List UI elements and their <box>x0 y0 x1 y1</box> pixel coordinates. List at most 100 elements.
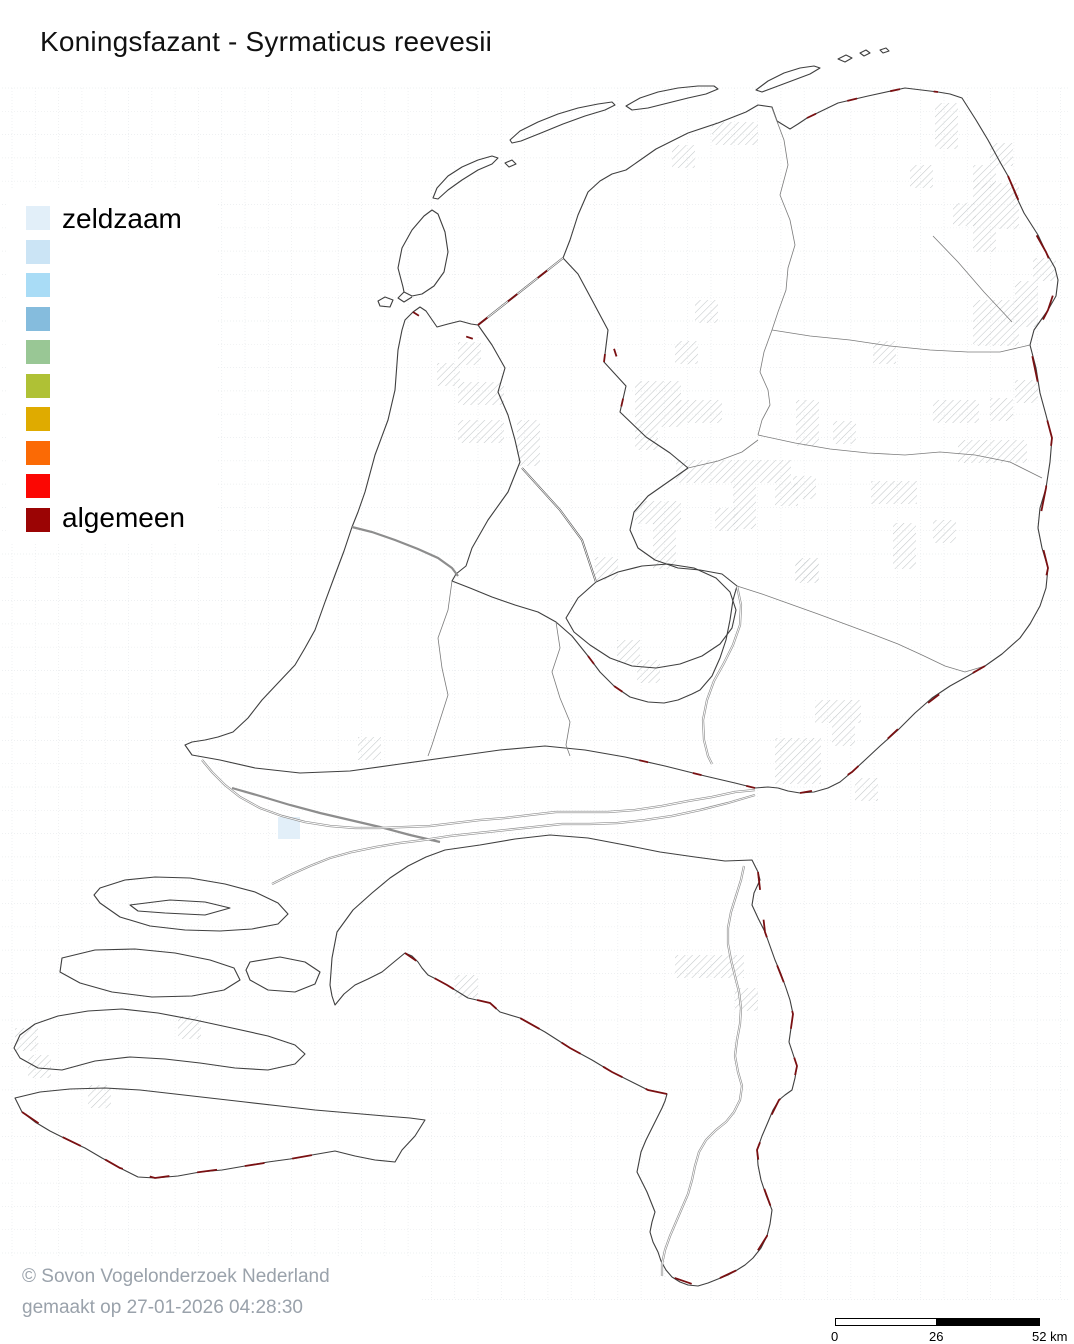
hatched-atlas-square <box>973 183 996 206</box>
legend-swatch-level-4 <box>26 306 50 331</box>
copyright-text: © Sovon Vogelonderzoek Nederland <box>22 1266 330 1288</box>
legend-swatch-level-1 <box>26 206 50 230</box>
hatched-atlas-square <box>871 481 894 504</box>
hatched-atlas-square <box>796 400 819 423</box>
hatched-atlas-square <box>715 508 738 531</box>
hatched-atlas-square <box>775 761 798 784</box>
page-title: Koningsfazant - Syrmaticus reevesii <box>40 26 499 58</box>
legend-swatch-level-2 <box>26 239 50 264</box>
hatched-atlas-square <box>990 143 1013 166</box>
hatched-atlas-square <box>635 404 658 427</box>
generated-timestamp: gemaakt op 27-01-2026 04:28:30 <box>22 1297 303 1319</box>
hatched-atlas-square <box>815 700 838 723</box>
legend-swatch-level-10 <box>26 507 50 532</box>
hatched-atlas-square <box>481 420 504 443</box>
hatched-atlas-square <box>990 398 1013 421</box>
scalebar-label-mid: 26 <box>929 1329 944 1344</box>
dike-core-lines <box>477 257 597 583</box>
hatched-atlas-square <box>455 975 478 998</box>
national-border-accents <box>21 87 1059 1287</box>
hatched-atlas-square <box>996 300 1019 323</box>
hatched-atlas-square <box>637 660 660 683</box>
province-borders <box>427 107 1043 757</box>
hatched-atlas-square <box>1015 380 1038 403</box>
legend-swatch-level-8 <box>26 440 50 465</box>
hatched-atlas-square <box>996 323 1019 346</box>
scalebar-label-end: 52 km <box>1032 1329 1068 1344</box>
hatched-atlas-square <box>635 381 658 404</box>
observation-cell <box>278 817 300 839</box>
hatched-atlas-square <box>695 300 718 323</box>
scalebar-label-start: 0 <box>831 1329 839 1344</box>
hatched-atlas-square <box>838 700 861 723</box>
legend-swatch-level-3 <box>26 273 50 297</box>
hatched-atlas-square <box>458 342 481 365</box>
hatched-atlas-square <box>653 523 676 546</box>
hatched-atlas-square <box>894 481 917 504</box>
hatched-atlas-square <box>973 300 996 323</box>
hatched-atlas-square <box>973 165 996 188</box>
hatched-atlas-square <box>953 203 976 226</box>
hatched-atlas-square <box>893 546 916 569</box>
hatched-atlas-square <box>676 460 699 483</box>
hatched-atlas-square <box>775 738 798 761</box>
hatched-atlas-square <box>768 460 791 483</box>
hatched-atlas-squares <box>15 103 1056 1108</box>
hatched-atlas-square <box>517 443 540 466</box>
hatched-atlas-square <box>1015 304 1038 327</box>
legend-label-common: algemeen <box>58 503 189 533</box>
hatched-atlas-square <box>15 1028 38 1051</box>
hatched-atlas-square <box>873 341 896 364</box>
hatched-atlas-square <box>653 546 676 569</box>
hatched-atlas-square <box>358 737 381 760</box>
hatched-atlas-square <box>733 506 756 529</box>
legend-swatch-level-6 <box>26 373 50 398</box>
hatched-atlas-square <box>973 229 996 252</box>
hatched-atlas-square <box>676 400 699 423</box>
river-core-lines <box>201 585 756 1276</box>
legend-swatch-level-9 <box>26 474 50 498</box>
hatched-atlas-square <box>699 400 722 423</box>
hatched-atlas-square <box>617 640 640 663</box>
observation-cells <box>278 817 300 839</box>
hatched-atlas-square <box>699 460 722 483</box>
hatched-atlas-square <box>935 126 958 149</box>
hatched-atlas-square <box>178 1016 201 1039</box>
hatched-atlas-square <box>595 557 618 580</box>
hatched-atlas-square <box>996 206 1019 229</box>
hatched-atlas-square <box>798 761 821 784</box>
hatched-atlas-square <box>973 323 996 346</box>
hatched-atlas-square <box>793 476 816 499</box>
hatched-atlas-square <box>658 381 681 404</box>
hatched-atlas-square <box>935 103 958 126</box>
hatched-atlas-square <box>733 483 756 506</box>
hatched-atlas-square <box>88 1085 111 1108</box>
hatched-atlas-square <box>795 560 818 583</box>
hatched-atlas-square <box>517 420 540 443</box>
hatched-atlas-square <box>675 955 698 978</box>
hatched-atlas-square <box>933 400 956 423</box>
hatched-atlas-square <box>722 460 745 483</box>
hatched-atlas-square <box>437 363 460 386</box>
hatched-atlas-square <box>698 955 721 978</box>
hatched-atlas-square <box>1004 440 1027 463</box>
hatched-atlas-square <box>855 778 878 801</box>
hatched-atlas-square <box>775 483 798 506</box>
hatched-atlas-square <box>798 738 821 761</box>
hatched-atlas-square <box>28 1055 51 1078</box>
hatched-atlas-square <box>796 423 819 446</box>
legend-swatch-level-7 <box>26 407 50 431</box>
scalebar-segment-second <box>937 1318 1040 1326</box>
hatched-atlas-square <box>910 165 933 188</box>
hatched-atlas-square <box>956 400 979 423</box>
scalebar-segment-first <box>835 1318 937 1326</box>
hatched-atlas-square <box>635 501 658 524</box>
hatched-atlas-square <box>458 382 481 405</box>
hatched-atlas-square <box>672 145 695 168</box>
hatched-atlas-square <box>981 440 1004 463</box>
hatched-atlas-square <box>635 427 658 450</box>
hatched-atlas-square <box>481 382 504 405</box>
hatched-atlas-square <box>833 421 856 444</box>
